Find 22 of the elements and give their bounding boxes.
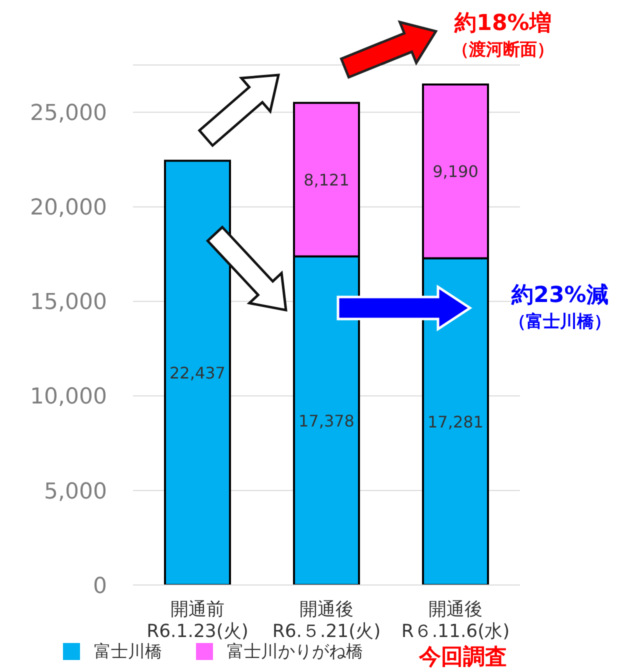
annotation: 約23%減 [512,282,608,310]
legend-label: 富士川かりがね橋 [227,641,363,663]
y-tick-label: 20,000 [30,196,107,221]
text: 今回調査 [419,644,507,671]
data-label: 17,378 [298,411,354,430]
legend-label: 富士川橋 [94,641,162,663]
y-tick-label: 10,000 [30,384,107,410]
data-label: 8,121 [304,170,350,190]
text: 約18%増 [454,10,552,38]
bar [164,160,231,585]
data-label: 9,190 [432,162,478,182]
data-label: 22,437 [170,364,226,383]
x-tick-label: 開通後 R６.11.6(水) [401,599,510,642]
x-tick-label: 開通後 R6.５.21(火) [272,599,381,642]
annotation: （富士川橋） [509,312,611,334]
y-tick-label: 15,000 [30,290,107,316]
y-tick-label: 0 [93,574,107,599]
x-tick-label: 開通前 R6.1.23(火) [146,599,248,642]
y-tick-label: 5,000 [44,479,107,504]
y-tick-label: 25,000 [30,101,107,126]
data-label: 17,281 [428,412,484,432]
text: （渡河断面） [452,40,554,62]
